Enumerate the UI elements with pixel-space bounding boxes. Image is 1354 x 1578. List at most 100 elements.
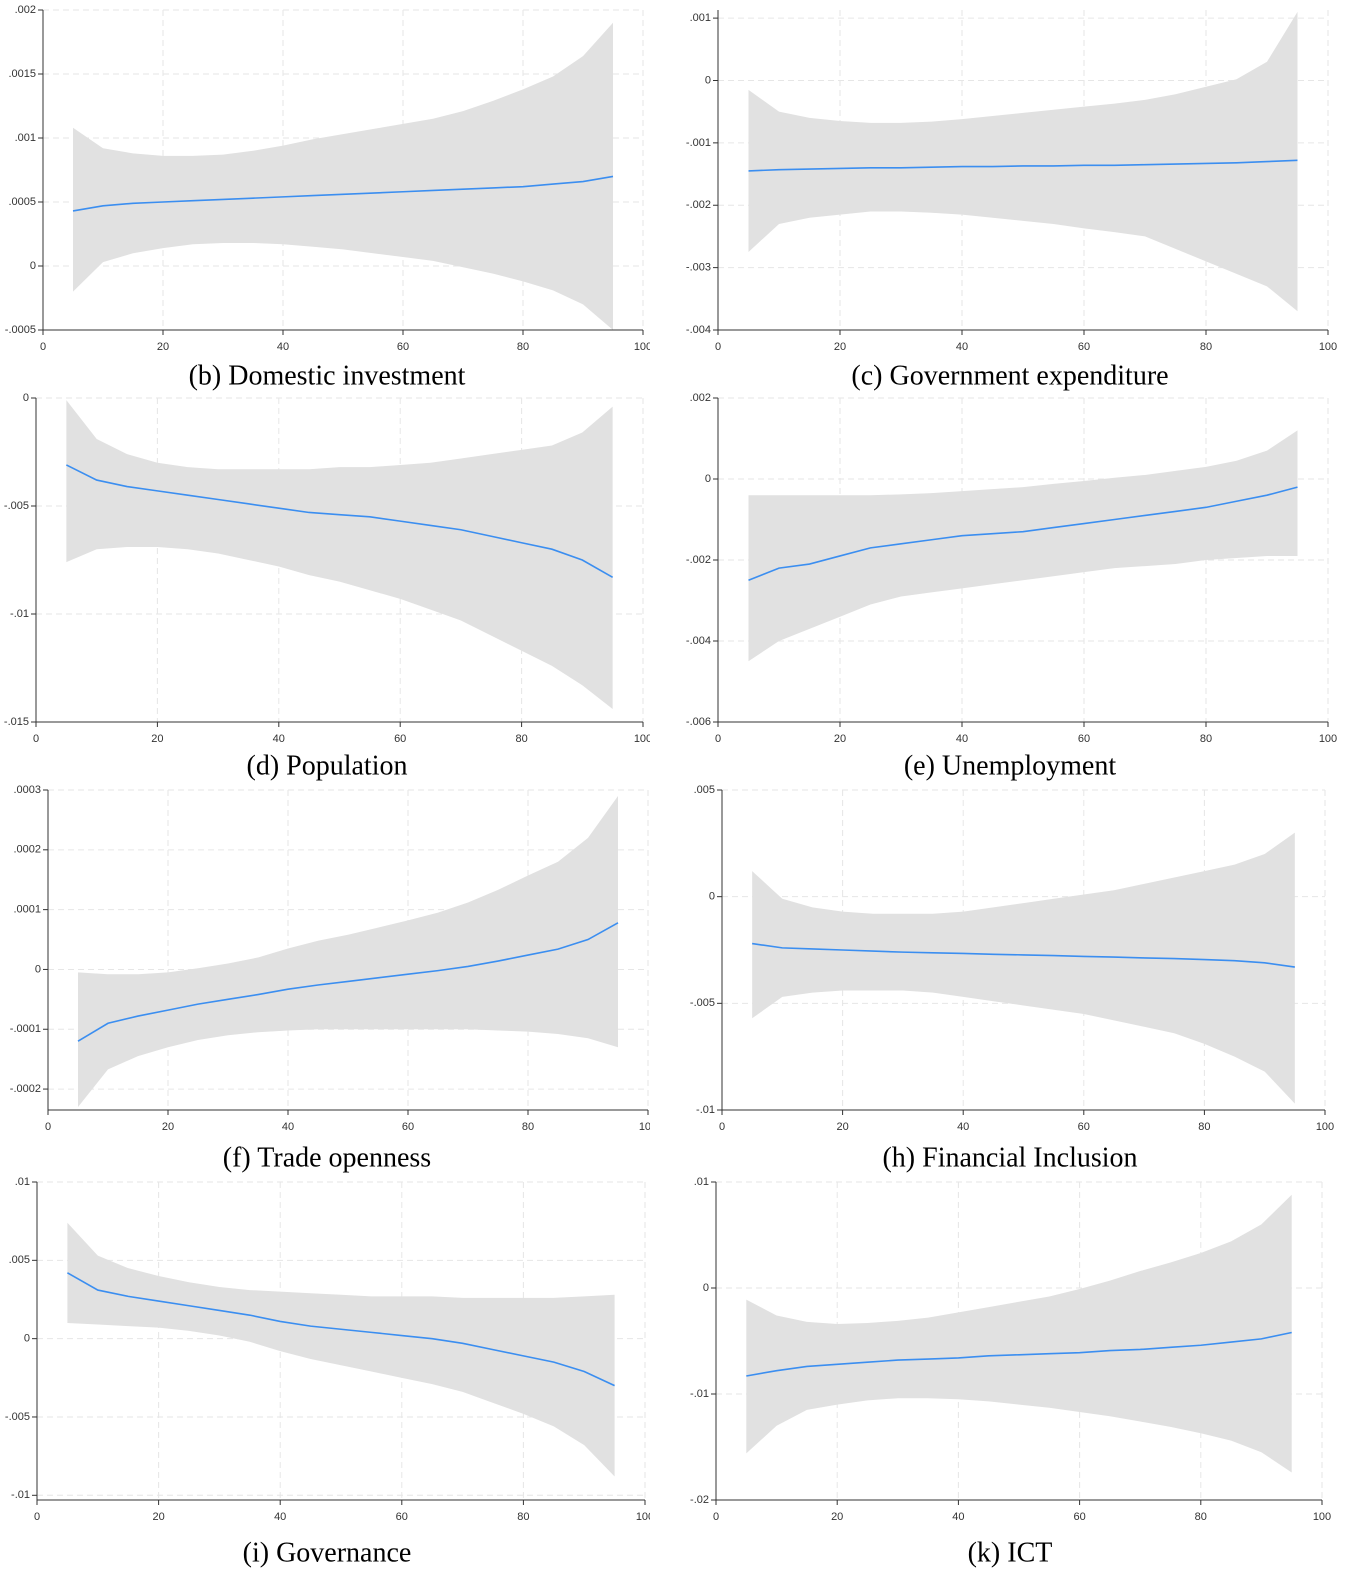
y-tick-label: 0: [35, 963, 41, 975]
x-tick-label: 100: [639, 1121, 657, 1133]
x-tick-label: 0: [33, 733, 39, 745]
x-tick-label: 20: [836, 1121, 848, 1133]
x-tick-label: 100: [1313, 1511, 1331, 1523]
panel: -.015 -.01 -.005 0 0 20 40 60 80 100: [4, 392, 652, 745]
x-tick-label: 80: [517, 1511, 529, 1523]
line: [748, 159, 1298, 172]
y-tick-label: .01: [694, 1176, 709, 1188]
x-tick-label: 40: [282, 1121, 294, 1133]
confidence-band: [78, 795, 618, 1108]
x-tick-label: 100: [634, 341, 652, 353]
x-tick-label: 100: [1319, 733, 1337, 745]
y-tick-label: .002: [690, 392, 711, 404]
y-tick-label: .005: [694, 784, 715, 796]
y-tick-label: -.001: [686, 137, 711, 149]
x-tick-label: 80: [517, 341, 529, 353]
y-tick-label: .01: [15, 1176, 30, 1188]
y-tick-label: -.01: [690, 1388, 709, 1400]
panel: -.004 -.003 -.002 -.001 0 .001 0 20 40 60 80 100: [686, 10, 1337, 353]
y-tick-label: -.01: [11, 1489, 30, 1501]
x-tick-label: 80: [1200, 341, 1212, 353]
panel: -.0002 -.0001 0 .0001 .0002 .0003 0 20 40 60 80 100: [10, 784, 657, 1133]
x-tick-label: 60: [1078, 1121, 1090, 1133]
y-tick-label: .001: [15, 132, 36, 144]
x-tick-label: 60: [402, 1121, 414, 1133]
y-tick-label: -.02: [690, 1494, 709, 1506]
y-tick-label: .0002: [13, 844, 41, 856]
x-tick-label: 0: [40, 341, 46, 353]
y-tick-label: 0: [705, 74, 711, 86]
x-tick-label: 60: [1078, 733, 1090, 745]
y-tick-label: .001: [690, 12, 711, 24]
line: [67, 1272, 615, 1387]
x-tick-label: 100: [634, 733, 652, 745]
x-tick-label: 80: [515, 733, 527, 745]
x-tick-label: 0: [715, 341, 721, 353]
x-tick-label: 0: [45, 1121, 51, 1133]
caption: (d) Population: [247, 750, 408, 781]
panel: -.01 -.005 0 .005 .01 0 20 40 60 80 100: [5, 1176, 654, 1523]
x-tick-label: 20: [834, 733, 846, 745]
y-tick-label: .0001: [13, 904, 41, 916]
caption: (k) ICT: [968, 1537, 1053, 1568]
y-tick-label: 0: [30, 260, 36, 272]
y-tick-label: 0: [703, 1282, 709, 1294]
x-tick-label: 80: [1195, 1511, 1207, 1523]
line: [748, 486, 1298, 581]
caption: (b) Domestic investment: [189, 360, 466, 391]
x-tick-label: 40: [273, 733, 285, 745]
x-tick-label: 100: [1316, 1121, 1334, 1133]
x-tick-label: 40: [952, 1511, 964, 1523]
line: [746, 1331, 1292, 1377]
x-tick-label: 40: [277, 341, 289, 353]
panel: -.01 -.005 0 .005 0 20 40 60 80 100: [690, 784, 1334, 1133]
x-tick-label: 40: [957, 1121, 969, 1133]
x-tick-label: 20: [152, 1511, 164, 1523]
panel: -.0005 0 .0005 .001 .0015 .002 0 20 40 60 80 100: [5, 4, 652, 353]
y-tick-label: .0005: [8, 196, 36, 208]
line: [65, 464, 614, 578]
x-tick-label: 60: [394, 733, 406, 745]
y-tick-label: -.003: [686, 262, 711, 274]
x-tick-label: 80: [1200, 733, 1212, 745]
y-tick-label: -.005: [690, 997, 715, 1009]
line: [72, 175, 614, 212]
panel: -.02 -.01 0 .01 0 20 40 60 80 100: [690, 1176, 1331, 1523]
x-tick-label: 0: [715, 733, 721, 745]
y-tick-label: -.0005: [5, 324, 36, 336]
y-tick-label: -.01: [10, 608, 29, 620]
panel: -.006 -.004 -.002 0 .002 0 20 40 60 80 100: [686, 392, 1337, 745]
line: [752, 942, 1295, 968]
x-tick-label: 20: [151, 733, 163, 745]
x-tick-label: 40: [956, 341, 968, 353]
y-tick-label: -.004: [686, 324, 711, 336]
confidence-band: [73, 22, 613, 331]
x-tick-label: 40: [274, 1511, 286, 1523]
x-tick-label: 60: [1073, 1511, 1085, 1523]
x-tick-label: 0: [713, 1511, 719, 1523]
y-tick-label: .0003: [13, 784, 41, 796]
caption: (f) Trade openness: [223, 1142, 431, 1173]
y-tick-label: .005: [9, 1254, 30, 1266]
confidence-band: [752, 832, 1295, 1104]
x-tick-label: 100: [636, 1511, 654, 1523]
line: [77, 922, 619, 1042]
x-tick-label: 80: [1198, 1121, 1210, 1133]
y-tick-label: -.002: [686, 554, 711, 566]
y-tick-label: .002: [15, 4, 36, 16]
confidence-band: [748, 430, 1298, 662]
x-tick-label: 20: [157, 341, 169, 353]
x-tick-label: 40: [956, 733, 968, 745]
y-tick-label: -.015: [4, 716, 29, 728]
y-tick-label: 0: [709, 891, 715, 903]
confidence-band: [67, 1222, 615, 1477]
y-tick-label: -.002: [686, 199, 711, 211]
y-tick-label: -.0002: [10, 1083, 41, 1095]
caption: (h) Financial Inclusion: [882, 1142, 1137, 1173]
confidence-band: [746, 1194, 1292, 1473]
x-tick-label: 60: [1078, 341, 1090, 353]
y-tick-label: -.005: [5, 1411, 30, 1423]
x-tick-label: 60: [396, 1511, 408, 1523]
x-tick-label: 0: [719, 1121, 725, 1133]
